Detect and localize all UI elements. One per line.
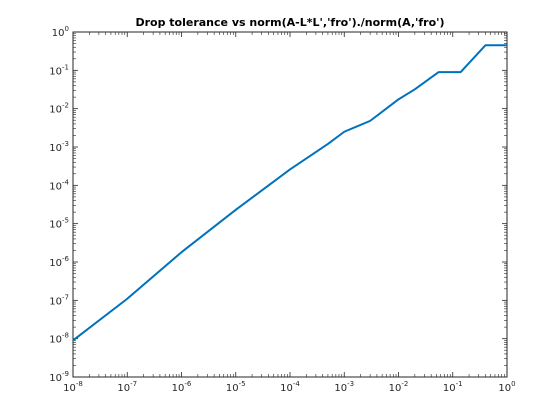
x-tick-label: 10-2 — [389, 380, 409, 394]
x-tick-label: 10-6 — [172, 380, 192, 394]
y-tick-label: 10-5 — [49, 217, 69, 231]
y-tick-label: 10-7 — [49, 293, 69, 307]
x-tick-label: 10-7 — [117, 380, 137, 394]
x-tick-label: 10-8 — [63, 380, 83, 394]
ticks-layer — [72, 31, 508, 378]
x-tick-label: 100 — [498, 380, 515, 394]
series-line — [72, 44, 507, 342]
chart-title: Drop tolerance vs norm(A-L*L','fro')./no… — [135, 16, 444, 29]
x-tick-label: 10-5 — [226, 380, 246, 394]
y-tick-label: 100 — [52, 25, 69, 39]
y-tick-label: 10-8 — [49, 332, 69, 346]
y-tick-label: 10-1 — [49, 63, 69, 77]
line-layer — [72, 44, 507, 342]
y-tick-label: 10-2 — [49, 102, 69, 116]
x-tick-label: 10-4 — [280, 380, 300, 394]
tick-labels-layer: 10-8 10-7 10-6 10-5 10-4 10-3 10-2 10-1 10010-91… — [49, 25, 515, 394]
y-tick-label: 10-6 — [49, 255, 69, 269]
x-tick-label: 10-3 — [334, 380, 354, 394]
y-tick-label: 10-9 — [49, 370, 69, 384]
axes-box — [72, 31, 508, 378]
x-tick-label: 10-1 — [443, 380, 463, 394]
y-tick-label: 10-3 — [49, 140, 69, 154]
y-tick-label: 10-4 — [49, 178, 69, 192]
